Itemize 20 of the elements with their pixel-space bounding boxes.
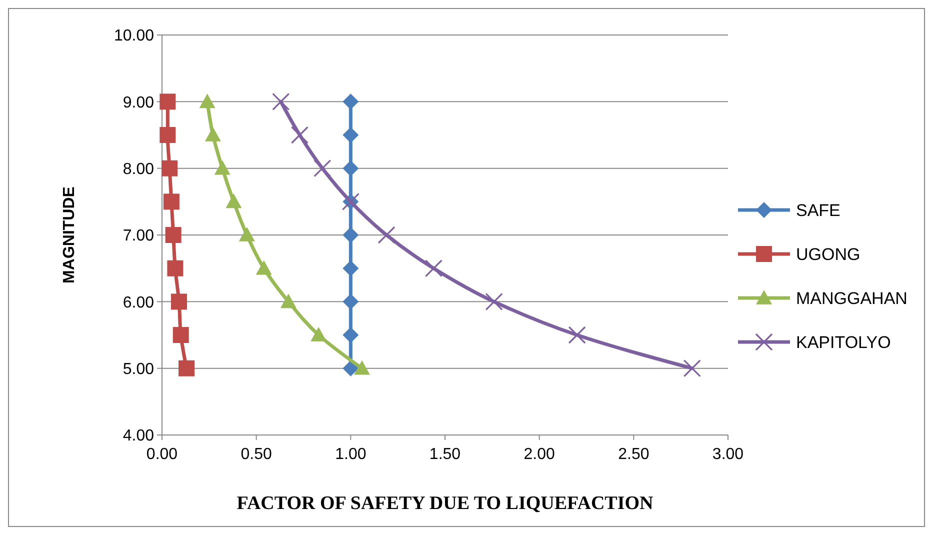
y-tick-label: 5.00: [122, 360, 154, 378]
x-tick-label: 1.00: [335, 446, 366, 463]
legend-label: MANGGAHAN: [796, 288, 908, 308]
y-tick-label: 7.00: [122, 228, 154, 245]
x-tick-label: 0.00: [146, 446, 178, 463]
legend-label: KAPITOLYO: [796, 332, 891, 352]
x-axis-title: FACTOR OF SAFETY DUE TO LIQUEFACTION: [236, 493, 654, 514]
x-tick-label: 1.50: [429, 446, 461, 463]
x-tick-label: 2.50: [618, 446, 650, 463]
y-tick-label: 6.00: [122, 294, 154, 312]
x-tick-label: 3.00: [712, 446, 744, 463]
y-tick-label: 8.00: [122, 160, 154, 178]
legend-label: UGONG: [796, 244, 860, 264]
y-axis-title: MAGNITUDE: [61, 186, 78, 284]
legend-label: SAFE: [796, 200, 840, 220]
y-tick-label: 10.00: [114, 28, 154, 45]
x-tick-label: 2.00: [524, 446, 556, 463]
y-tick-label: 9.00: [122, 94, 154, 112]
y-tick-label: 4.00: [122, 428, 154, 445]
x-tick-label: 0.50: [240, 446, 272, 463]
